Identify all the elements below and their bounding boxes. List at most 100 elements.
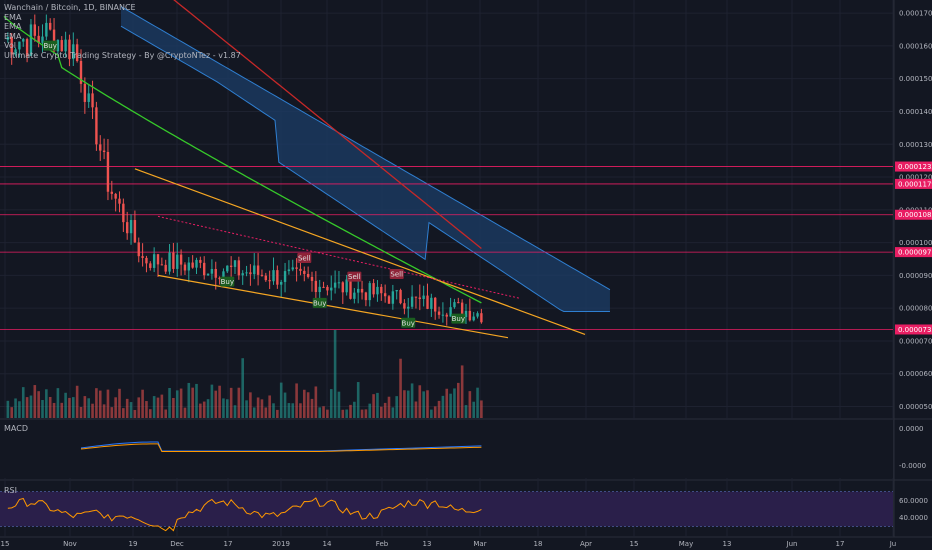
candle-body: [102, 150, 106, 152]
candle-body: [214, 268, 217, 278]
volume-bar: [326, 409, 329, 418]
volume-bar: [256, 397, 260, 418]
symbol-title[interactable]: Wanchain / Bitcoin, 1D, BINANCE: [4, 3, 136, 12]
candle-body: [37, 35, 40, 43]
rsi-line: [7, 497, 482, 532]
chart-legend: Wanchain / Bitcoin, 1D, BINANCE EMA EMA …: [4, 3, 241, 61]
volume-bar: [272, 403, 275, 418]
volume-bar: [418, 385, 422, 418]
candle-body: [368, 283, 371, 301]
volume-bar: [145, 401, 148, 418]
x-tick-label: 17: [224, 540, 233, 548]
candle-body: [156, 254, 160, 265]
candle-body: [126, 222, 129, 234]
level-label-box: [895, 324, 932, 335]
candle-body: [172, 252, 175, 269]
indicator-lines: [3, 0, 482, 304]
volume-bar: [310, 398, 314, 418]
candle-body: [380, 286, 383, 294]
candle-body: [245, 272, 248, 274]
x-tick-label: Jun: [786, 540, 798, 548]
volume-bar: [156, 397, 160, 418]
signal-badge: [389, 269, 404, 280]
candle-body: [333, 282, 337, 288]
candle-body: [179, 254, 183, 265]
candle-body: [183, 264, 187, 271]
volume-bar: [222, 398, 225, 418]
candle-body: [199, 259, 202, 263]
rsi-label[interactable]: RSI: [4, 486, 17, 495]
indicator-ema-2[interactable]: EMA: [4, 22, 22, 32]
volume-bar: [349, 404, 352, 418]
volume-bar: [410, 383, 414, 418]
candle-body: [14, 49, 17, 55]
volume-bar: [426, 390, 429, 418]
indicator-strategy[interactable]: Ultimate Crypto Trading Strategy - By @C…: [4, 50, 241, 60]
candle-body: [122, 203, 125, 223]
candle-body: [187, 262, 190, 271]
candle-body: [434, 297, 437, 312]
indicator-vol[interactable]: Vol: [4, 41, 16, 51]
candle-body: [395, 290, 398, 292]
volume-bar: [60, 402, 64, 418]
macd-tick-label: -0.0000: [899, 462, 926, 470]
x-tick-label: 19: [129, 540, 138, 548]
volume-bar: [191, 387, 194, 418]
indicator-ema-3[interactable]: EMA: [4, 31, 22, 41]
signal-label: Sell: [348, 273, 361, 281]
signal-line: [80, 443, 482, 453]
volume-bar: [406, 390, 410, 418]
volume-bar: [14, 398, 17, 418]
x-tick-label: May: [679, 540, 693, 548]
candle-body: [176, 254, 179, 269]
candle-body: [353, 292, 356, 299]
ema-slow-line: [173, 0, 482, 250]
candle-body: [45, 22, 48, 37]
candle-body: [249, 272, 252, 275]
candle-body: [472, 316, 475, 321]
volume-bar: [283, 392, 287, 418]
candle-body: [326, 286, 329, 291]
candlesticks: [6, 14, 483, 326]
candle-body: [372, 283, 375, 295]
volume-bar: [106, 389, 110, 418]
candle-body: [283, 271, 287, 282]
volume-bar: [183, 407, 187, 418]
candle-body: [256, 265, 260, 275]
volume-bar: [472, 401, 475, 418]
rsi-tick-label: 60.0000: [899, 497, 928, 505]
volume-bar: [141, 389, 144, 418]
volume-bar: [56, 388, 60, 418]
volume-bar: [445, 388, 449, 418]
volume-bar: [10, 407, 13, 418]
volume-bar: [376, 392, 379, 418]
candle-body: [287, 269, 291, 272]
candle-body: [291, 267, 294, 270]
candle-body: [152, 254, 156, 268]
volume-bar: [199, 403, 202, 418]
volume-bar: [430, 409, 433, 418]
volume-bar: [64, 392, 67, 418]
candle-body: [110, 191, 113, 194]
volume-bar: [226, 399, 229, 418]
x-tick-label: 15: [1, 540, 10, 548]
volume-bar: [391, 407, 395, 418]
cloud-area: [121, 6, 610, 312]
candle-body: [426, 295, 429, 309]
indicator-ema-1[interactable]: EMA: [4, 12, 22, 22]
candle-body: [25, 39, 29, 56]
candle-body: [276, 270, 279, 285]
candle-body: [87, 93, 90, 102]
volume-bar: [279, 382, 283, 418]
cloud-upper-edge: [120, 6, 611, 291]
volume-bar: [237, 387, 241, 418]
volume-bar: [356, 382, 360, 418]
level-label: 0.0001232: [898, 163, 932, 171]
macd-label[interactable]: MACD: [4, 424, 28, 433]
volume-bar: [133, 409, 137, 418]
volume-bar: [122, 408, 125, 418]
